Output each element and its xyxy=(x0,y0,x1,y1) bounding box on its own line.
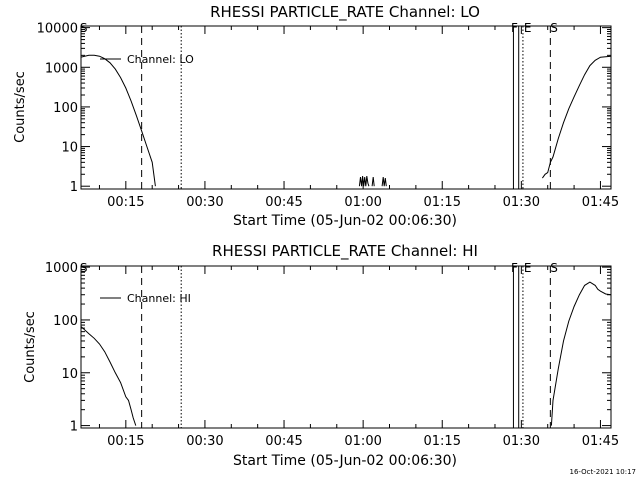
panel-lo-xlabel: Start Time (05-Jun-02 00:06:30) xyxy=(233,213,457,229)
panel-hi-frame xyxy=(80,265,612,429)
panel-lo: RHESSI PARTICLE_RATE Channel: LO Start T… xyxy=(13,3,619,229)
panel-lo-series-burst1 xyxy=(358,176,370,187)
panel-hi-marker-s-0: S xyxy=(80,261,88,275)
panel-lo-ytick-label-3: 1000 xyxy=(45,61,78,76)
panel-hi-ylabel: Counts/sec xyxy=(23,311,38,383)
panel-lo-ytick-label-0: 1 xyxy=(70,180,78,195)
panel-hi-ytick-label-0: 1 xyxy=(70,420,78,435)
panel-hi-series-channel-hi xyxy=(81,326,137,426)
panel-lo-legend-label: Channel: LO xyxy=(127,53,194,66)
panel-hi-ytick-label-3: 1000 xyxy=(45,261,78,276)
panel-lo-series-burst2 xyxy=(371,177,375,187)
panel-lo-ytick-label-4: 10000 xyxy=(37,22,78,37)
panel-hi-marker-e-2: E xyxy=(524,261,532,275)
panel-hi-xtick-label-0: 00:15 xyxy=(107,434,144,449)
panel-lo-series-burst3 xyxy=(381,177,387,187)
panel-lo-series-channel-lo xyxy=(81,54,156,187)
panel-hi-legend-label: Channel: HI xyxy=(127,292,191,305)
panel-hi-marker-f-1: F xyxy=(511,261,518,275)
panel-hi-xtick-label-2: 00:45 xyxy=(265,434,302,449)
panel-lo-xtick-label-3: 01:00 xyxy=(344,195,381,210)
panel-lo-ylabel: Counts/sec xyxy=(13,71,28,143)
panel-hi-series-rise xyxy=(550,281,611,426)
panel-lo-xtick-label-4: 01:15 xyxy=(424,195,461,210)
panel-lo-series-rise xyxy=(541,55,611,179)
panel-lo-xtick-label-5: 01:30 xyxy=(503,195,540,210)
panel-lo-xtick-label-6: 01:45 xyxy=(582,195,619,210)
panel-lo-marker-e-2: E xyxy=(524,21,532,35)
plot-timestamp: 16-Oct-2021 10:17 xyxy=(570,468,636,476)
panel-lo-ytick-label-1: 10 xyxy=(61,141,78,156)
panel-lo-xtick-label-2: 00:45 xyxy=(265,195,302,210)
panel-lo-title: RHESSI PARTICLE_RATE Channel: LO xyxy=(210,3,480,22)
panel-lo-marker-f-1: F xyxy=(511,21,518,35)
panel-lo-ytick-label-2: 100 xyxy=(53,101,78,116)
panel-hi-series-group xyxy=(81,281,611,426)
panel-lo-marker-s-3: S xyxy=(550,21,558,35)
panel-lo-marker-s-0: S xyxy=(80,21,88,35)
panel-hi-xtick-label-1: 00:30 xyxy=(186,434,223,449)
panel-hi-xtick-label-4: 01:15 xyxy=(424,434,461,449)
panel-hi-marker-s-3: S xyxy=(550,261,558,275)
panel-lo-xtick-label-1: 00:30 xyxy=(186,195,223,210)
panel-hi-ytick-label-2: 100 xyxy=(53,314,78,329)
panel-hi-xtick-label-3: 01:00 xyxy=(344,434,381,449)
panel-lo-xtick-label-0: 00:15 xyxy=(107,195,144,210)
panel-lo-series-group xyxy=(81,54,611,187)
panel-hi-xlabel: Start Time (05-Jun-02 00:06:30) xyxy=(233,453,457,469)
panel-hi-ytick-label-1: 10 xyxy=(61,367,78,382)
panel-hi: RHESSI PARTICLE_RATE Channel: HI Start T… xyxy=(23,242,619,469)
panel-hi-xtick-label-5: 01:30 xyxy=(503,434,540,449)
panel-lo-frame xyxy=(80,25,612,190)
panel-hi-vlines xyxy=(141,266,551,428)
panel-hi-xtick-label-6: 01:45 xyxy=(582,434,619,449)
panel-hi-title: RHESSI PARTICLE_RATE Channel: HI xyxy=(212,242,478,261)
panel-lo-vlines xyxy=(141,26,551,189)
